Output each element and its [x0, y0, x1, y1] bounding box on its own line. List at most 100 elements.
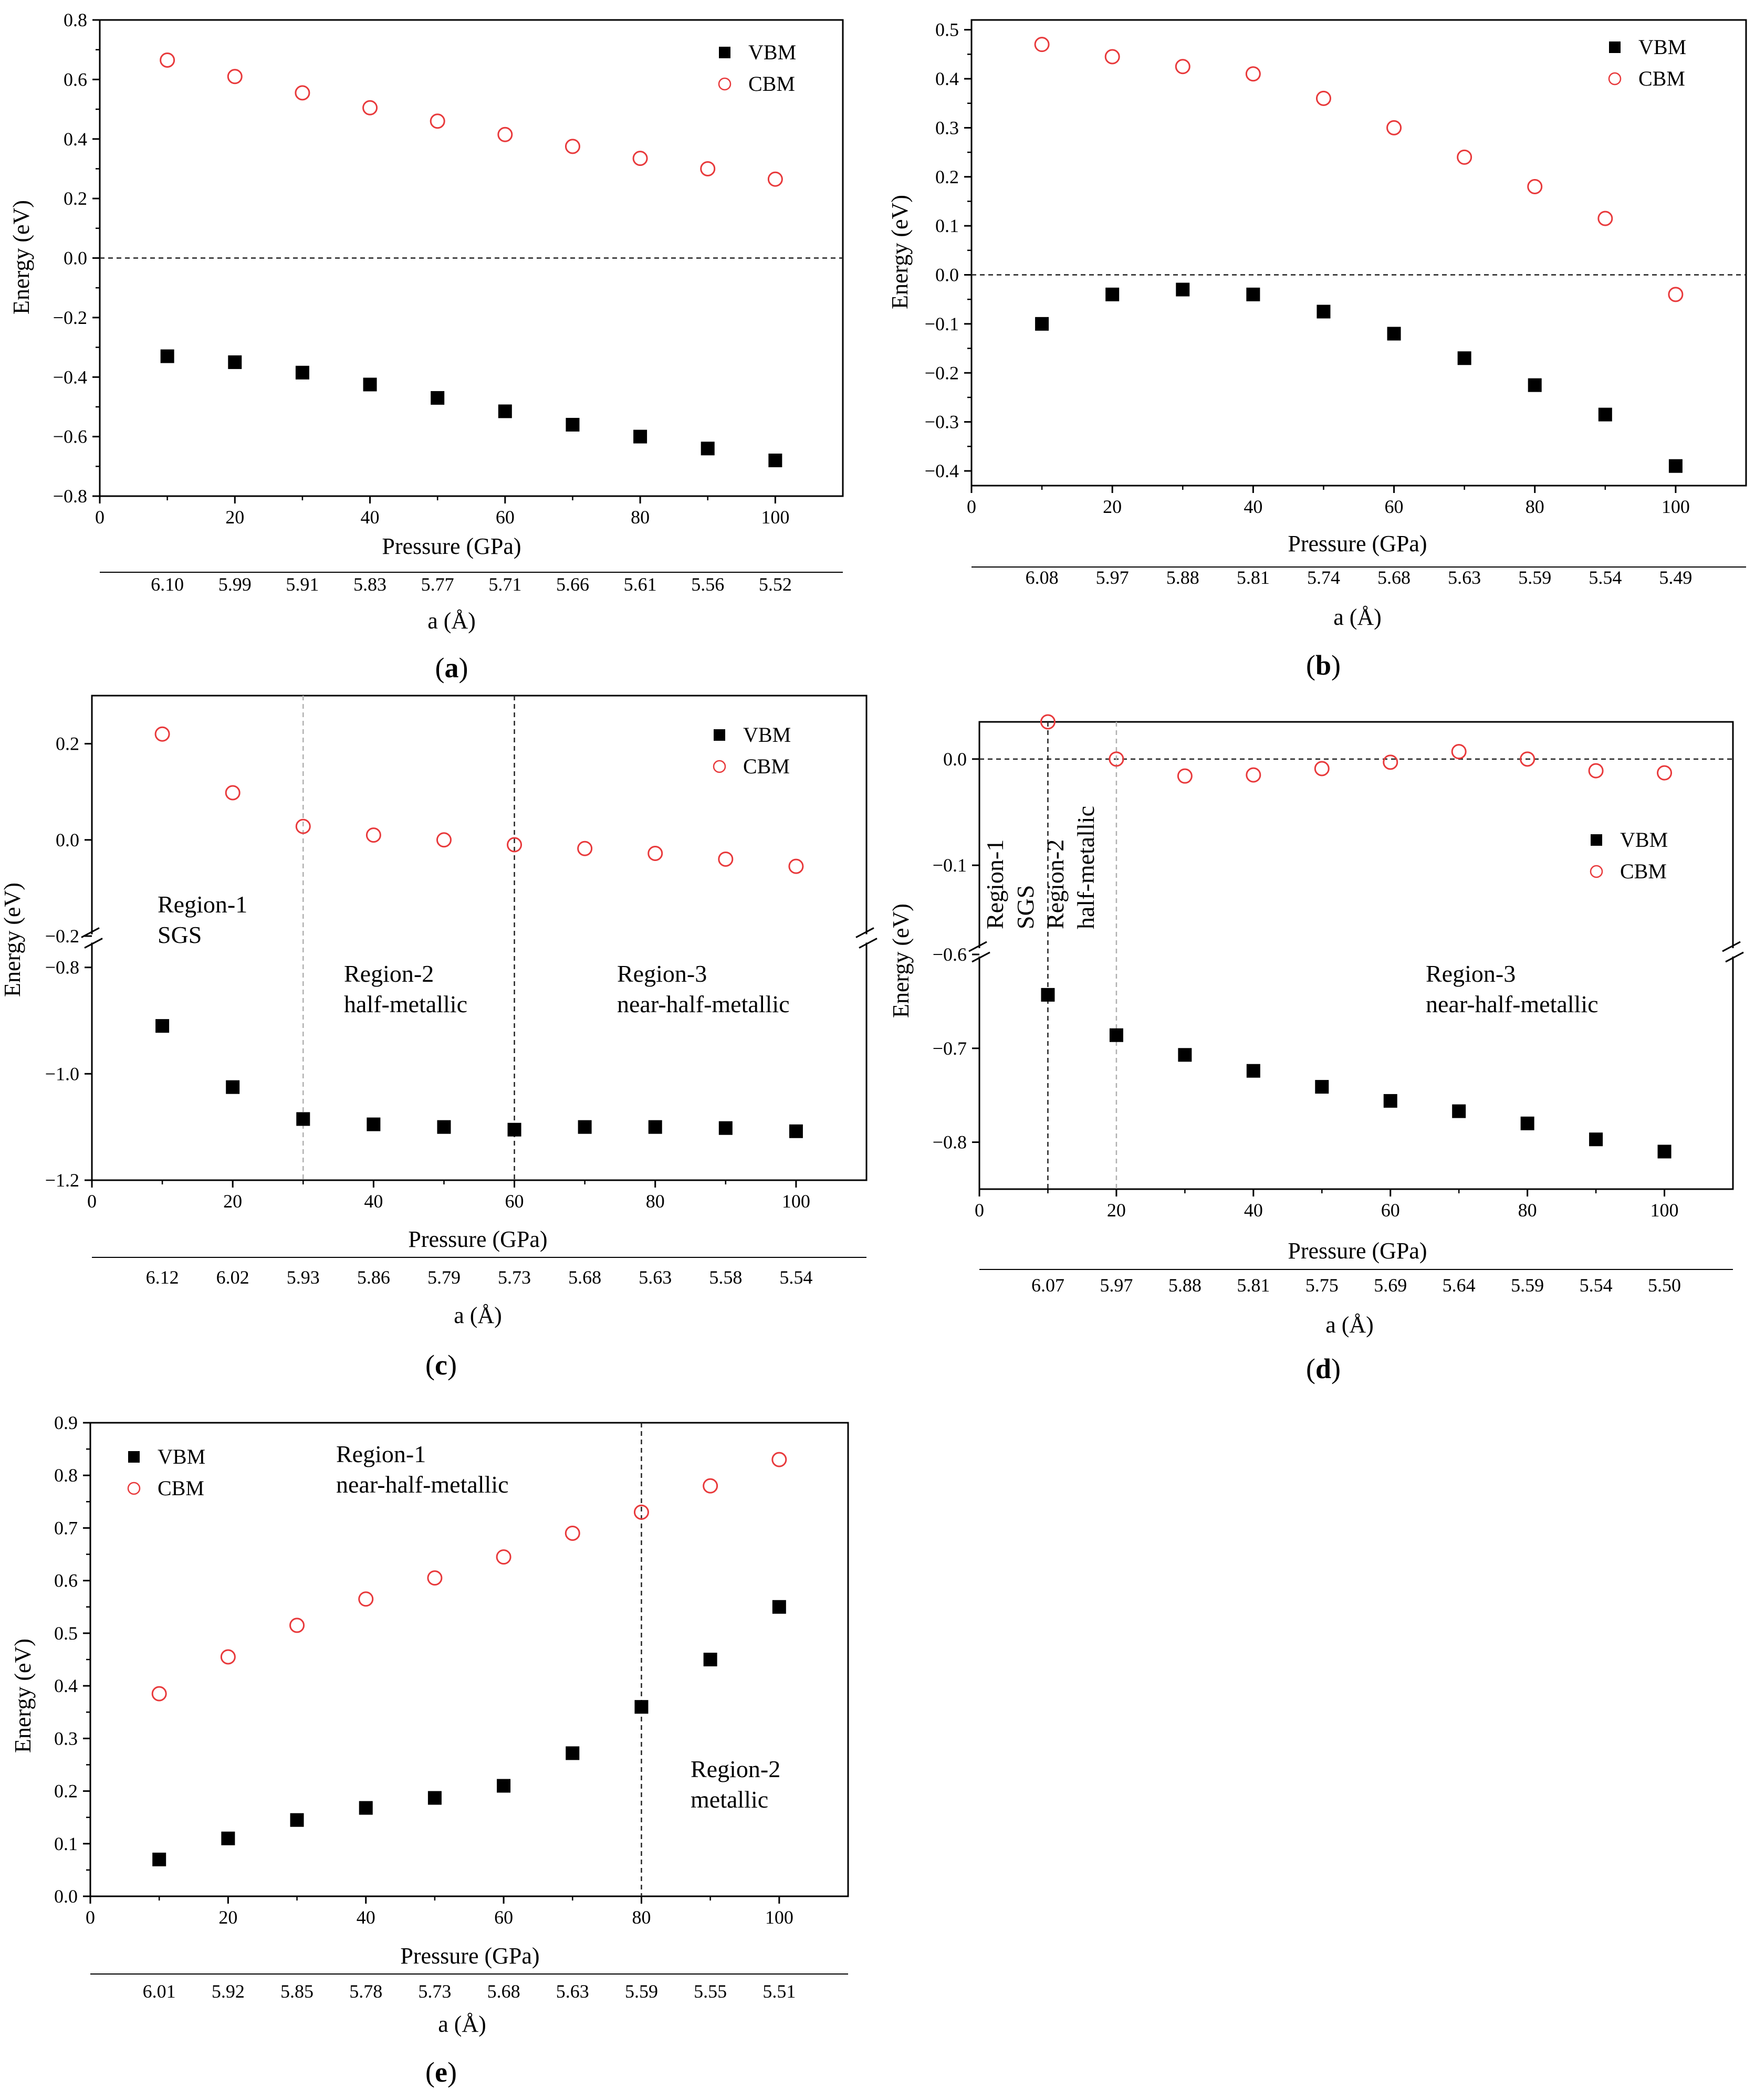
- cbm-point: [1109, 751, 1124, 767]
- chart-panel-e: 0 20 40 60 80 100 0.0 0.1 0.2 0.3 0.4 0.5 0.6 0.7 0.8 0…: [10, 1412, 849, 2088]
- cbm-point: [227, 69, 243, 85]
- x-tick-label: 20: [223, 1191, 242, 1212]
- legend-label-cbm: CBM: [748, 72, 795, 96]
- cbm-point: [220, 1649, 236, 1665]
- legend-label-vbm: VBM: [1620, 828, 1668, 852]
- cbm-point: [1315, 90, 1331, 106]
- lattice-label: 5.93: [287, 1267, 320, 1288]
- lattice-label: 5.63: [639, 1267, 672, 1288]
- region-annotation: Region-1 SGS: [981, 839, 1039, 929]
- legend-marker-vbm: [714, 729, 725, 741]
- y-tick-label: 0.0: [943, 749, 967, 770]
- region-annotation-line: Region-1: [336, 1441, 426, 1467]
- lattice-label: 5.91: [286, 574, 319, 595]
- axis-break-mark: [971, 951, 990, 963]
- cbm-point: [1520, 751, 1535, 767]
- caption-close-paren: ): [1331, 649, 1341, 681]
- legend-marker-cbm: [713, 760, 726, 773]
- axis-break-gap-right: [857, 934, 876, 943]
- cbm-point: [427, 1570, 443, 1586]
- lattice-label: 5.88: [1168, 1275, 1202, 1296]
- y-tick-label: −0.3: [925, 412, 959, 433]
- vbm-point: [228, 355, 242, 369]
- y-tick-label: −0.6: [933, 944, 967, 965]
- lattice-label: 5.75: [1305, 1275, 1339, 1296]
- legend-marker-vbm: [1591, 834, 1602, 846]
- region-annotation-line: near-half-metallic: [617, 991, 790, 1017]
- vbm-point: [1383, 1094, 1397, 1108]
- vbm-point: [160, 349, 174, 363]
- cbm-point: [289, 1618, 305, 1633]
- cbm-point: [430, 113, 445, 129]
- region-annotation-line: SGS: [1012, 885, 1039, 929]
- x-tick-label: 40: [1244, 496, 1262, 517]
- lattice-label: 5.73: [418, 1981, 451, 2002]
- lattice-label: 5.49: [1659, 567, 1692, 588]
- region-annotation-line: Region-2: [1042, 839, 1069, 929]
- y-tick-label: −0.8: [53, 486, 87, 507]
- caption-letter: a: [445, 652, 459, 684]
- x-axis-title: Pressure (GPa): [400, 1943, 539, 1969]
- cbm-point: [632, 151, 648, 166]
- axis-break-gap-right: [1723, 948, 1742, 957]
- vbm-point: [1387, 327, 1401, 341]
- legend-marker-cbm: [1608, 72, 1622, 86]
- cbm-point: [1597, 211, 1613, 226]
- legend-label-cbm: CBM: [743, 754, 790, 778]
- x-tick-label: 80: [632, 1907, 651, 1928]
- y-tick-label: 0.8: [64, 9, 87, 30]
- caption-letter: d: [1315, 1353, 1331, 1384]
- x-tick-label: 20: [218, 1907, 237, 1928]
- panel-caption: (b): [1306, 649, 1341, 681]
- cbm-point: [633, 1504, 649, 1520]
- vbm-point: [507, 1122, 521, 1137]
- cbm-point: [647, 845, 663, 861]
- vbm-point: [1598, 407, 1612, 422]
- vbm-point: [772, 1600, 786, 1614]
- region-annotation: Region-3 near-half-metallic: [1426, 960, 1599, 1017]
- lattice-label: 6.01: [143, 1981, 176, 2002]
- x-tick-label: 60: [1385, 496, 1404, 517]
- lattice-axis-title: a (Å): [454, 1303, 502, 1328]
- vbm-point: [1109, 1028, 1123, 1042]
- y-tick-label: 0.1: [54, 1833, 78, 1854]
- lattice-label: 5.52: [759, 574, 792, 595]
- lattice-label: 5.54: [779, 1267, 812, 1288]
- vbm-point: [1317, 304, 1331, 319]
- cbm-point: [577, 841, 593, 856]
- chart-panel-d: 0 20 40 60 80 100 0.0 −0.1 −0.6 −0.7 −0.8 VBM CBM Reg…: [888, 714, 1744, 1384]
- vbm-point: [1452, 1104, 1466, 1118]
- cbm-point: [507, 837, 523, 853]
- vbm-point: [1457, 351, 1471, 365]
- cbm-point: [1245, 66, 1261, 82]
- x-tick-label: 100: [765, 1907, 793, 1928]
- region-annotation-line: Region-2: [691, 1756, 780, 1782]
- lattice-label: 5.51: [762, 1981, 796, 2002]
- y-tick-label: 0.6: [54, 1570, 78, 1591]
- vbm-point: [1176, 282, 1190, 297]
- vbm-point: [1178, 1048, 1192, 1062]
- vbm-point: [1246, 287, 1260, 301]
- caption-close-paren: ): [447, 1349, 457, 1381]
- lattice-label: 6.08: [1026, 567, 1059, 588]
- x-tick-label: 0: [86, 1907, 95, 1928]
- cbm-point: [1451, 744, 1467, 760]
- x-tick-label: 20: [225, 507, 244, 528]
- y-tick-label: −0.6: [53, 426, 87, 447]
- legend-label-vbm: VBM: [158, 1445, 205, 1468]
- y-axis-title: Energy (eV): [887, 195, 913, 309]
- legend-label-cbm: CBM: [158, 1476, 204, 1500]
- cbm-point: [365, 827, 381, 843]
- y-axis-title: Energy (eV): [888, 904, 914, 1018]
- vbm-point: [1041, 988, 1055, 1002]
- axis-break-mark: [1722, 941, 1741, 952]
- lattice-label: 5.71: [488, 574, 521, 595]
- panel-caption: (a): [435, 652, 468, 684]
- axis-break-mark: [968, 941, 987, 952]
- vbm-point: [296, 1112, 310, 1126]
- x-tick-label: 100: [782, 1191, 810, 1212]
- x-axis-title: Pressure (GPa): [1288, 1238, 1427, 1264]
- region-annotation: Region-3 near-half-metallic: [617, 960, 790, 1017]
- y-tick-label: 0.7: [54, 1517, 78, 1538]
- region-annotation-line: half-metallic: [1072, 806, 1099, 929]
